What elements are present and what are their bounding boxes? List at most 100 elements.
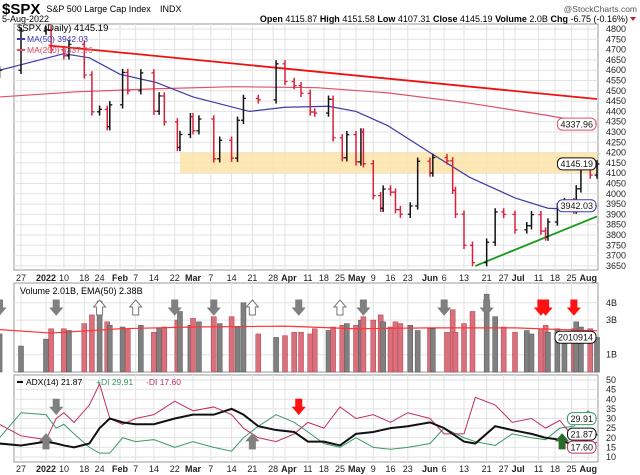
x-tick-label: 25 xyxy=(335,464,345,474)
open-value: 4115.87 xyxy=(285,14,317,24)
volume-bar xyxy=(344,323,350,373)
x-tick-label: 9 xyxy=(371,464,376,474)
legend-main: $SPX (Daily) 4145.19 xyxy=(17,23,108,34)
volume-bar xyxy=(330,326,336,373)
x-tick-label: 25 xyxy=(335,273,345,283)
x-tick-label: 18 xyxy=(79,464,89,474)
down-arrow-icon xyxy=(566,299,581,316)
price-last-labels: 4337.96 4145.19 3942.03 xyxy=(556,117,597,213)
y-tick-label: 4650 xyxy=(606,55,626,65)
volume-bar xyxy=(190,318,196,373)
y-tick-label: 4250 xyxy=(606,137,626,147)
volume-bar xyxy=(430,328,436,373)
x-tick-label: 22 xyxy=(170,464,180,474)
x-tick-label: 24 xyxy=(95,464,105,474)
volume-value: 2.0B xyxy=(529,14,548,24)
x-tick-label: 18 xyxy=(550,273,560,283)
up-arrow-icon xyxy=(128,299,143,316)
x-tick-label: 10 xyxy=(59,273,69,283)
y-tick-label: 3850 xyxy=(606,220,626,230)
y-tick-label: 3B xyxy=(606,315,617,325)
volume-ema-line xyxy=(0,325,598,334)
volume-bar xyxy=(528,333,535,373)
quote-line: Open 4115.87 High 4151.58 Low 4107.31 Cl… xyxy=(260,14,628,24)
volume-legend: Volume 2.01B, EMA(50) 2.38B xyxy=(20,286,143,296)
volume-bar xyxy=(578,326,584,373)
x-tick-label: Apr xyxy=(281,464,297,474)
x-tick-label: 14 xyxy=(149,273,159,283)
volume-bar xyxy=(554,328,561,373)
y-tick-label: 40 xyxy=(606,394,616,404)
y-tick-label: 1B xyxy=(606,350,617,360)
legend-adx: ADX(14) 21.87 xyxy=(26,377,82,387)
y-tick-label: 4200 xyxy=(606,148,626,158)
up-arrow-icon xyxy=(332,299,348,316)
volume-bar xyxy=(43,338,49,373)
volume-bar xyxy=(307,333,313,373)
down-arrow-icon xyxy=(356,299,371,316)
x-tick-label: 25 xyxy=(567,464,577,474)
ma50-last-label: 3942.03 xyxy=(560,201,593,211)
volume-bar xyxy=(587,328,593,373)
low-value: 4107.31 xyxy=(398,14,431,24)
plus-di-line xyxy=(0,410,598,454)
y-tick-label: 30 xyxy=(606,414,616,424)
open-label: Open xyxy=(260,14,283,24)
volume-bar xyxy=(151,331,157,373)
volume-bar xyxy=(469,311,476,373)
volume-bar xyxy=(492,316,498,373)
price-legend: $SPX (Daily) 4145.19 MA(50) 3942.03 MA(2… xyxy=(17,23,108,55)
adx-last-label: 21.87 xyxy=(570,429,593,439)
up-arrow-icon xyxy=(92,299,107,316)
brand-logo[interactable]: @StockCharts.com xyxy=(564,4,637,14)
minus-di-last-label: 17.60 xyxy=(570,442,593,452)
x-tick-label: 14 xyxy=(149,464,159,474)
volume-bar xyxy=(594,337,600,373)
volume-bar xyxy=(524,330,530,373)
close-last-label-box xyxy=(556,157,597,171)
x-tick-label: 28 xyxy=(268,464,278,474)
minus-di-line xyxy=(0,382,598,445)
y-tick-label: 3700 xyxy=(606,251,626,261)
volume-bar xyxy=(125,328,131,373)
down-arrow-icon xyxy=(49,398,64,416)
adx-last-label-box xyxy=(566,427,597,441)
volume-bar xyxy=(0,333,3,373)
x-axis-bottom: 27 2022 10 18 24 Feb 7 14 22 Mar 7 14 21 28 Apr 11 18 25 M… xyxy=(16,464,597,474)
volume-bar xyxy=(156,328,162,373)
x-tick-label: 6 xyxy=(442,273,447,283)
legend-plus-di: +DI 29.91 xyxy=(96,377,133,387)
volume-bar xyxy=(234,326,241,373)
volume-bar xyxy=(387,326,394,373)
volume-bar xyxy=(461,323,467,373)
support-resistance-band xyxy=(179,152,597,174)
x-tick-label: 11 xyxy=(534,464,543,474)
volume-bar xyxy=(89,314,95,373)
low-label: Low xyxy=(377,14,396,24)
up-arrow-icon xyxy=(245,433,260,450)
x-tick-label: 18 xyxy=(550,464,560,474)
y-tick-label: 50 xyxy=(606,375,616,385)
volume-bar xyxy=(397,323,404,373)
volume-bar xyxy=(81,323,88,373)
y-tick-label: 4600 xyxy=(606,65,626,75)
ma200-last-label-box xyxy=(556,117,597,131)
x-tick-label: 21 xyxy=(482,273,492,283)
legend-minus-di: -DI 17.60 xyxy=(146,377,181,387)
chart-date: 5-Aug-2022 xyxy=(2,14,49,24)
y-tick-label: 45 xyxy=(606,385,616,395)
x-tick-label: 13 xyxy=(459,464,469,474)
high-label: High xyxy=(320,14,340,24)
volume-bar xyxy=(380,321,386,373)
volume-bar xyxy=(255,333,262,373)
volume-bar xyxy=(452,331,459,373)
symbol: $SPX xyxy=(2,1,40,18)
volume-bar xyxy=(240,302,247,373)
resistance-trendline xyxy=(48,44,598,100)
volume-bar xyxy=(444,331,450,373)
volume-bar xyxy=(161,326,168,373)
volume-bar xyxy=(325,330,332,373)
x-tick-label: 14 xyxy=(227,273,237,283)
volume-bar xyxy=(414,330,421,373)
volume-bar xyxy=(216,323,223,373)
